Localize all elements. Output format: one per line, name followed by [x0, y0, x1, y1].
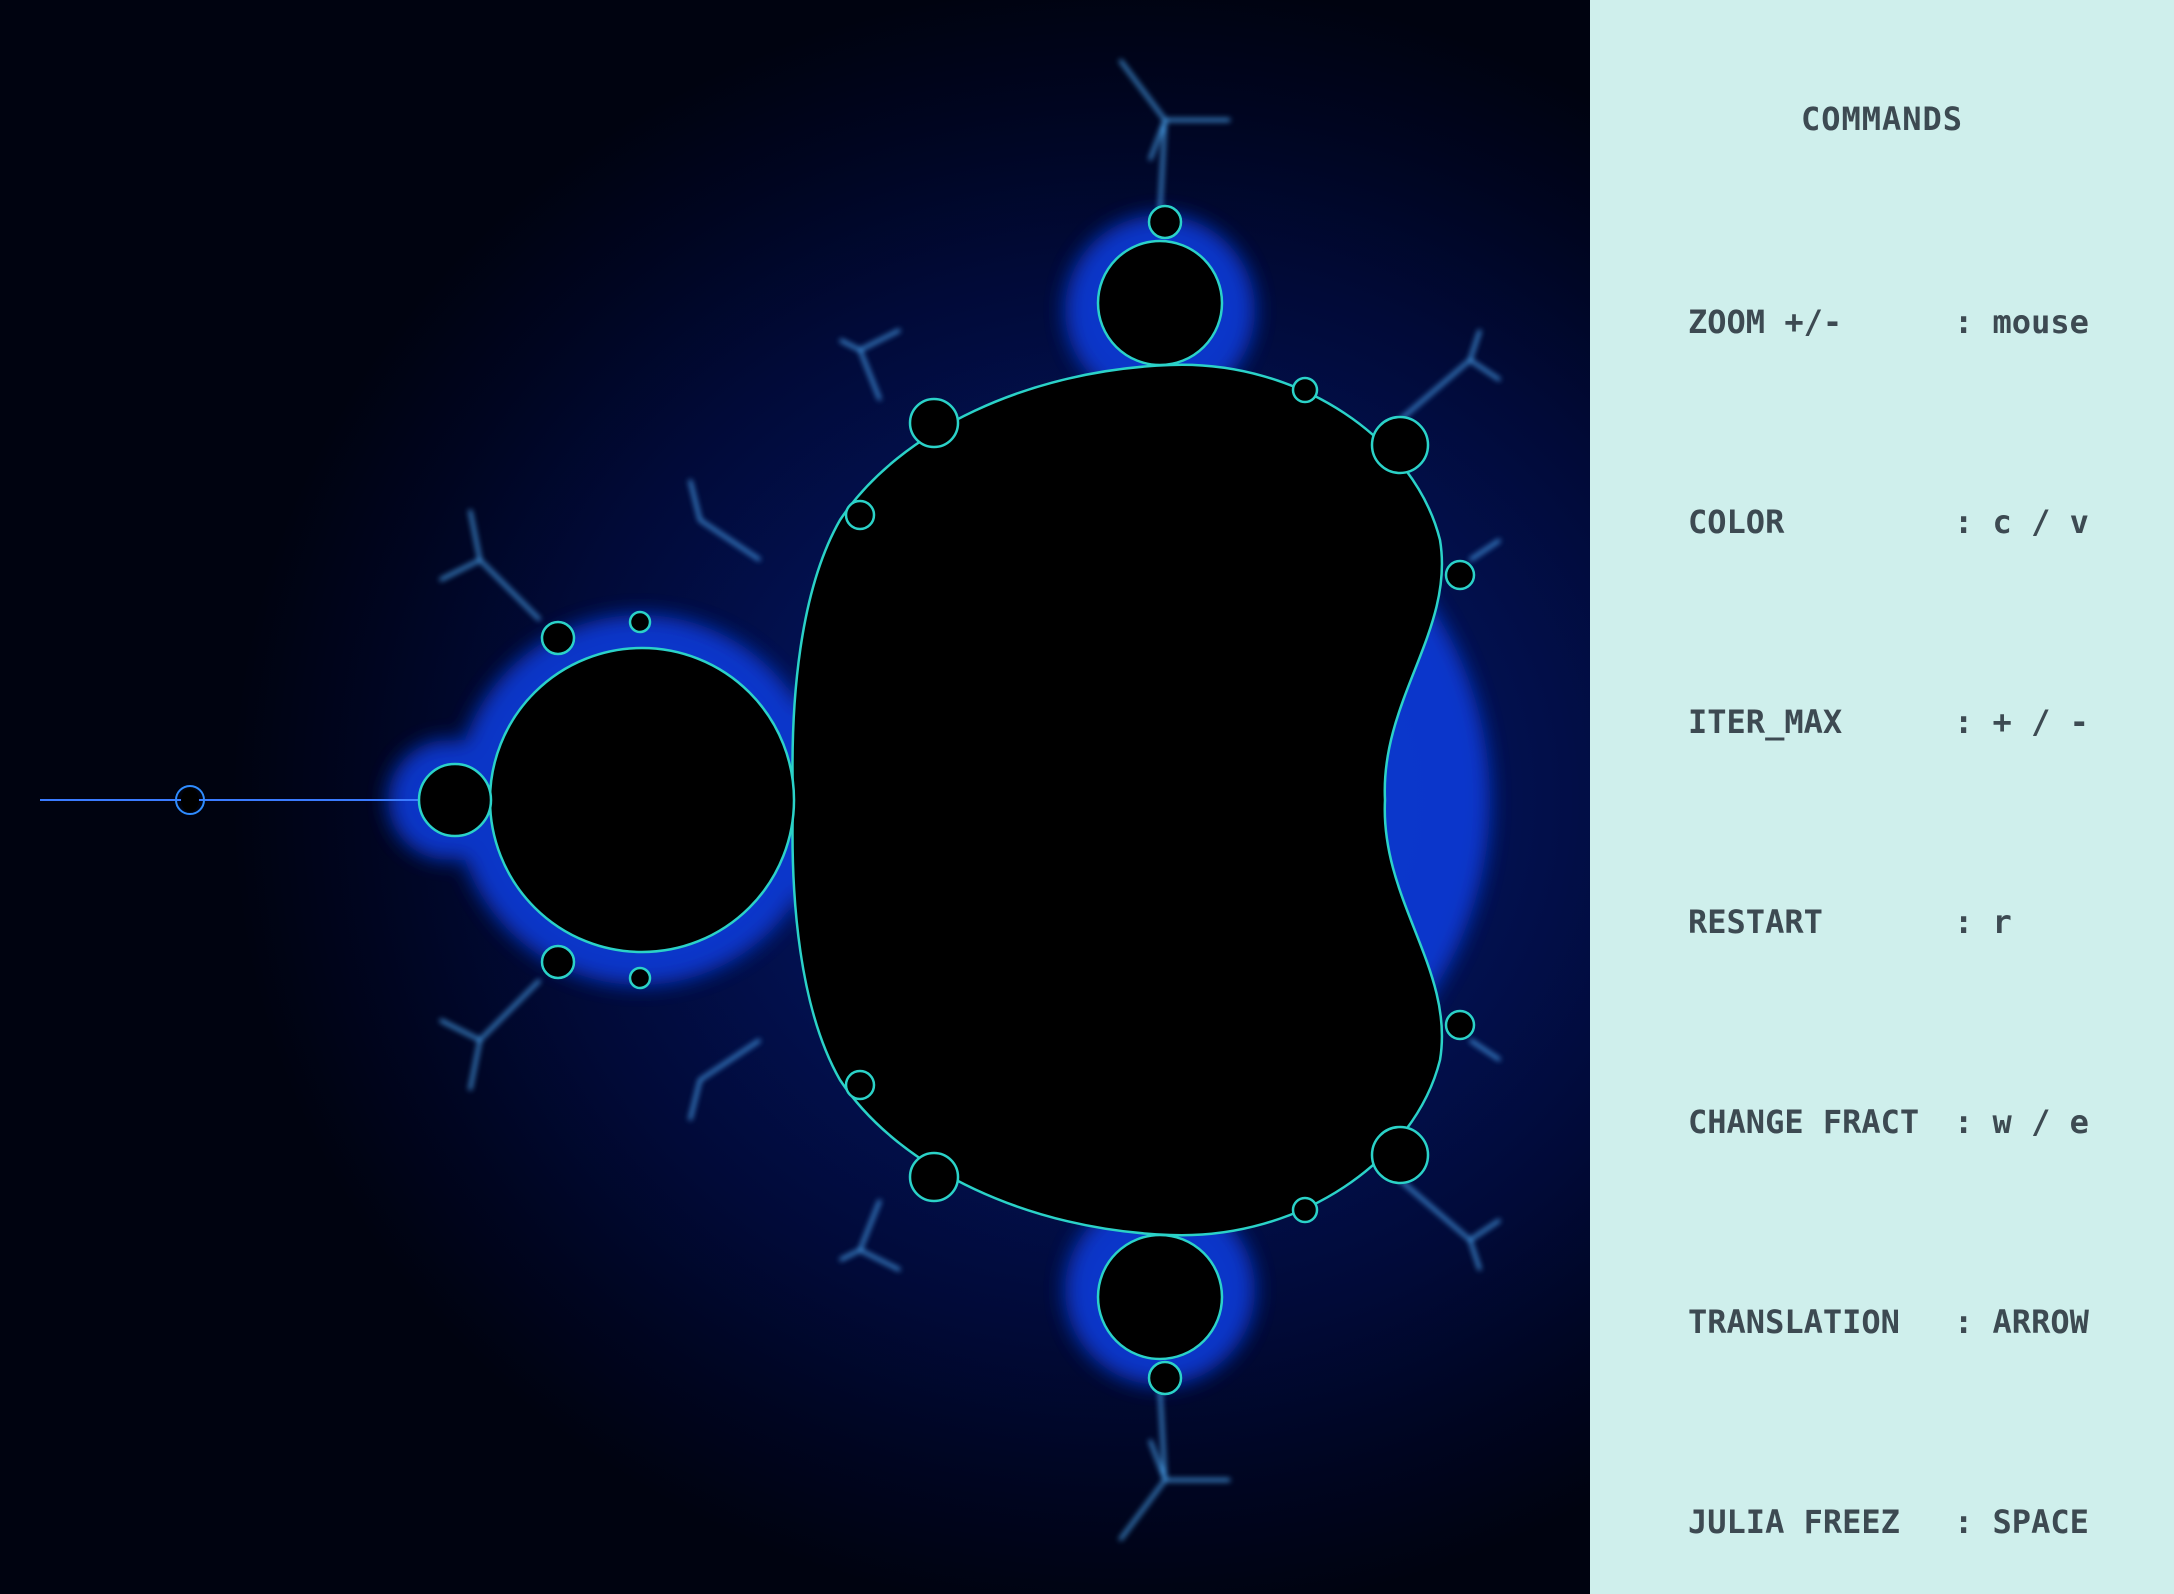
- command-value: : SPACE: [1954, 1503, 2089, 1541]
- antenna-layer: [40, 785, 420, 815]
- fractal-viewport[interactable]: [0, 0, 1590, 1594]
- command-key: ITER_MAX: [1688, 703, 1843, 741]
- command-value: : ARROW: [1954, 1303, 2089, 1341]
- command-row-iter-max: ITER_MAX : + / -: [1688, 703, 2108, 747]
- filament-layer: [439, 59, 1501, 1541]
- command-value: : + / -: [1954, 703, 2089, 741]
- command-row-change-fract: CHANGE FRACT : w / e: [1688, 1103, 2108, 1147]
- command-key: JULIA FREEZ: [1688, 1503, 1900, 1541]
- command-key: TRANSLATION: [1688, 1303, 1900, 1341]
- commands-panel: COMMANDS ZOOM +/- : mouse COLOR : c / v …: [1590, 0, 2174, 1594]
- command-value: : mouse: [1954, 303, 2089, 341]
- command-row-color: COLOR : c / v: [1688, 503, 2108, 547]
- command-row-julia-freez: JULIA FREEZ : SPACE: [1688, 1503, 2108, 1547]
- command-key: CHANGE FRACT: [1688, 1103, 1920, 1141]
- command-key: COLOR: [1688, 503, 1785, 541]
- command-row-translation: TRANSLATION : ARROW: [1688, 1303, 2108, 1347]
- command-value: : c / v: [1954, 503, 2089, 541]
- command-row-zoom: ZOOM +/- : mouse: [1688, 303, 2108, 347]
- command-value: : r: [1954, 903, 2012, 941]
- command-key: ZOOM +/-: [1688, 303, 1843, 341]
- set-interior: [417, 204, 1476, 1396]
- command-value: : w / e: [1954, 1103, 2089, 1141]
- mandelbrot-render[interactable]: [0, 0, 1590, 1594]
- command-row-restart: RESTART : r: [1688, 903, 2108, 947]
- panel-title: COMMANDS: [1800, 100, 1964, 138]
- command-key: RESTART: [1688, 903, 1823, 941]
